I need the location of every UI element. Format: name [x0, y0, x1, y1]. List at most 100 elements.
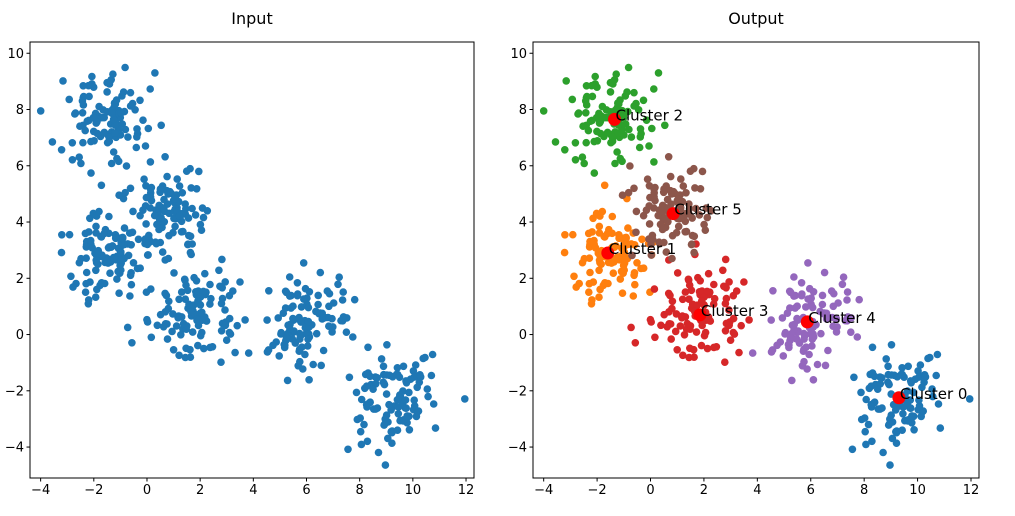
data-point — [222, 336, 231, 345]
data-point — [147, 285, 155, 293]
data-point — [198, 308, 206, 317]
data-point — [84, 296, 93, 304]
data-point — [241, 316, 249, 324]
data-point — [843, 296, 851, 304]
data-point — [191, 211, 200, 219]
data-point — [729, 314, 738, 323]
data-point — [595, 229, 604, 237]
data-point — [884, 362, 892, 371]
data-point — [697, 341, 706, 350]
data-point — [244, 349, 253, 357]
data-point — [117, 256, 126, 265]
data-point — [655, 238, 663, 246]
data-point — [855, 295, 863, 304]
data-point — [100, 128, 109, 137]
data-point — [648, 231, 657, 240]
data-point — [92, 256, 100, 265]
data-point — [861, 427, 869, 436]
data-point — [421, 353, 429, 362]
data-point — [621, 256, 629, 265]
data-point — [100, 229, 108, 238]
data-point — [873, 385, 882, 394]
data-point — [609, 269, 618, 278]
data-point — [285, 273, 294, 281]
data-point — [707, 207, 715, 215]
data-point — [798, 290, 806, 298]
data-point — [405, 426, 414, 434]
data-point — [748, 349, 757, 357]
data-point — [194, 316, 203, 325]
data-point — [289, 314, 297, 323]
x-tick-label: −4 — [534, 483, 553, 498]
data-point — [129, 259, 138, 267]
data-point — [304, 335, 312, 344]
data-point — [179, 319, 188, 328]
data-point — [662, 248, 671, 256]
data-point — [374, 448, 383, 457]
data-point — [143, 240, 152, 249]
y-tick-label: −2 — [5, 384, 24, 399]
data-point — [169, 346, 178, 354]
x-tick-label: −2 — [588, 483, 607, 498]
data-point — [36, 107, 45, 115]
data-point — [568, 95, 577, 104]
data-point — [236, 278, 244, 286]
data-point — [857, 388, 865, 397]
data-point — [571, 156, 580, 164]
data-point — [660, 214, 669, 222]
data-point — [616, 96, 624, 104]
data-point — [82, 279, 90, 288]
data-point — [97, 181, 106, 190]
data-point — [126, 292, 134, 300]
data-point — [78, 109, 87, 117]
data-point — [87, 169, 95, 177]
data-point — [337, 316, 345, 325]
data-point — [364, 343, 372, 352]
data-point — [834, 299, 842, 307]
data-point — [868, 343, 877, 352]
data-point — [379, 362, 388, 371]
data-point — [672, 228, 681, 237]
y-tick-label: 8 — [519, 103, 527, 118]
cluster-label-0: Cluster 0 — [900, 385, 968, 403]
data-point — [182, 281, 190, 290]
data-point — [740, 278, 748, 286]
data-point — [645, 142, 653, 150]
data-point — [177, 288, 186, 296]
data-point — [109, 148, 118, 156]
data-point — [648, 124, 656, 133]
data-point — [363, 437, 372, 446]
data-point — [672, 310, 681, 318]
y-tick-label: 6 — [519, 159, 527, 174]
data-point — [297, 318, 305, 326]
data-point — [790, 273, 798, 281]
data-point — [813, 360, 822, 369]
data-point — [650, 285, 659, 293]
data-point — [735, 348, 743, 357]
data-point — [611, 159, 619, 168]
data-point — [696, 277, 704, 285]
data-point — [682, 189, 690, 197]
data-point — [603, 128, 612, 137]
data-point — [123, 323, 132, 332]
x-tick-label: 8 — [860, 483, 868, 498]
data-point — [797, 279, 806, 287]
data-point — [121, 188, 129, 197]
data-point — [620, 249, 628, 257]
data-point — [645, 220, 654, 228]
data-point — [638, 235, 646, 244]
data-point — [350, 295, 359, 304]
data-point — [206, 343, 214, 352]
y-tick-label: 6 — [16, 159, 24, 174]
data-point — [187, 307, 195, 316]
data-point — [128, 99, 137, 108]
data-point — [639, 264, 648, 273]
data-point — [100, 279, 109, 288]
data-point — [345, 373, 354, 382]
data-point — [623, 88, 631, 96]
data-point — [112, 96, 121, 104]
data-point — [141, 142, 150, 150]
data-point — [159, 323, 168, 331]
data-point — [604, 279, 612, 288]
plot-title-input: Input — [231, 9, 272, 28]
